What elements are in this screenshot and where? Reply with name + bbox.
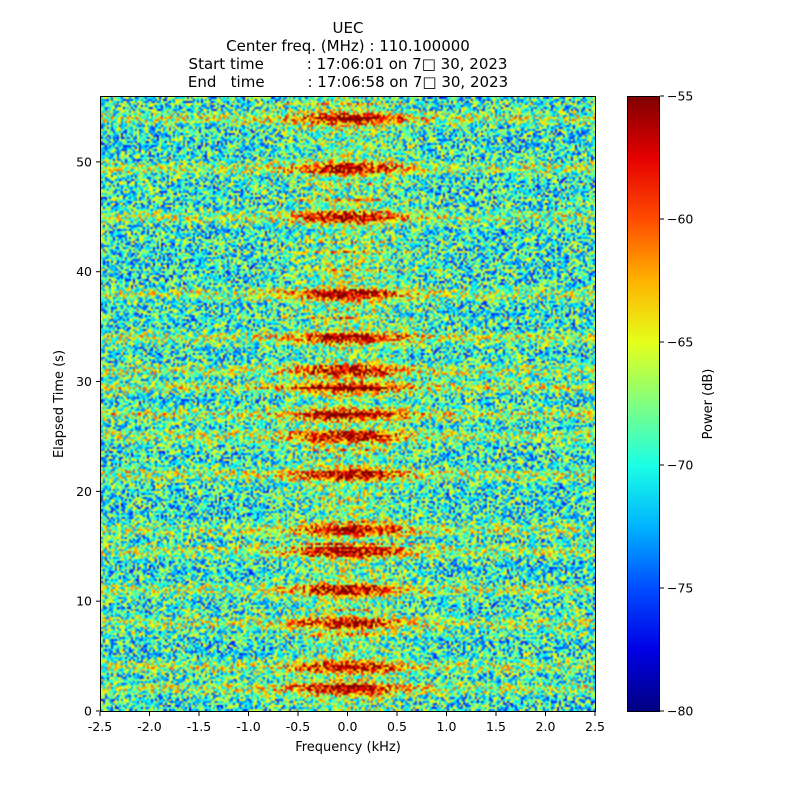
x-axis-label: Frequency (kHz) [295, 740, 401, 755]
y-tick-label: 50 [76, 154, 92, 169]
colorbar-tick-label: −80 [667, 704, 693, 719]
title-line-3: Start time : 17:06:01 on 7□ 30, 2023 [188, 55, 508, 73]
title-line-2: Center freq. (MHz) : 110.100000 [226, 37, 470, 55]
colorbar-gradient [628, 97, 659, 711]
x-tick-label: 1.0 [437, 719, 457, 734]
spectrogram-plot-area [100, 96, 596, 712]
y-tick-label: 10 [76, 594, 92, 609]
x-tick-label: -2.5 [88, 719, 112, 734]
y-tick-label: 20 [76, 484, 92, 499]
spectrogram-heatmap [101, 97, 595, 711]
colorbar-tick-label: −75 [667, 581, 693, 596]
x-tick-label: -1.0 [236, 719, 260, 734]
colorbar-ticks: −55 −60 −65 −70 −75 −80 [660, 89, 693, 719]
x-tick-label: 1.5 [486, 719, 506, 734]
title-line-1: UEC [332, 19, 364, 37]
x-tick-label: -0.5 [286, 719, 310, 734]
y-axis-label: Elapsed Time (s) [52, 350, 67, 458]
colorbar-label: Power (dB) [701, 369, 716, 440]
chart-title: UEC Center freq. (MHz) : 110.100000 Star… [98, 19, 598, 91]
x-axis-ticks: -2.5 -2.0 -1.5 -1.0 -0.5 0.0 0.5 1.0 1.5 2.0 2.5 [88, 712, 605, 734]
colorbar [627, 96, 660, 712]
colorbar-tick-label: −55 [667, 89, 693, 104]
y-tick-label: 0 [84, 704, 92, 719]
colorbar-tick-label: −70 [667, 458, 693, 473]
x-tick-label: -1.5 [187, 719, 211, 734]
x-tick-label: 2.5 [585, 719, 605, 734]
title-line-4: End time : 17:06:58 on 7□ 30, 2023 [187, 73, 509, 91]
y-tick-label: 40 [76, 264, 92, 279]
x-tick-label: 0.0 [338, 719, 358, 734]
colorbar-tick-label: −65 [667, 335, 693, 350]
colorbar-tick-label: −60 [667, 212, 693, 227]
y-tick-label: 30 [76, 374, 92, 389]
x-tick-label: 0.5 [387, 719, 407, 734]
y-axis-ticks: 0 10 20 30 40 50 [76, 154, 100, 719]
x-tick-label: -2.0 [137, 719, 161, 734]
x-tick-label: 2.0 [536, 719, 556, 734]
